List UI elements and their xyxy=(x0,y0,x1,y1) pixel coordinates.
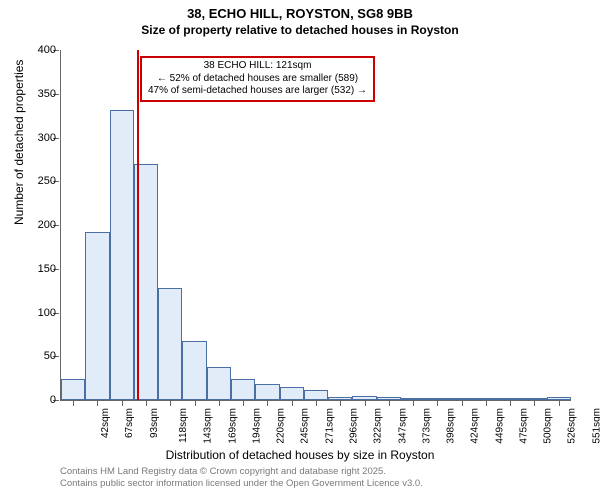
annotation-callout: 38 ECHO HILL: 121sqm ← 52% of detached h… xyxy=(140,56,375,102)
x-tick xyxy=(486,400,487,406)
histogram-bar xyxy=(158,288,182,400)
x-tick-label: 245sqm xyxy=(300,408,311,444)
x-tick xyxy=(413,400,414,406)
x-tick-label: 93sqm xyxy=(149,408,160,438)
histogram-bar xyxy=(207,367,231,400)
x-tick xyxy=(316,400,317,406)
histogram-bar xyxy=(231,379,255,400)
x-tick xyxy=(267,400,268,406)
histogram-bar xyxy=(110,110,134,400)
y-tick-label: 100 xyxy=(21,307,56,319)
y-tick-label: 0 xyxy=(21,394,56,406)
x-tick xyxy=(97,400,98,406)
x-tick-label: 373sqm xyxy=(421,408,432,444)
annotation-line1: 38 ECHO HILL: 121sqm xyxy=(148,60,367,73)
histogram-bar xyxy=(85,232,109,400)
x-tick xyxy=(73,400,74,406)
footer-line2: Contains public sector information licen… xyxy=(60,478,423,490)
footer-line1: Contains HM Land Registry data © Crown c… xyxy=(60,466,423,478)
x-tick-label: 398sqm xyxy=(446,408,457,444)
histogram-bar xyxy=(280,387,304,400)
y-tick-label: 200 xyxy=(21,219,56,231)
x-tick-label: 169sqm xyxy=(227,408,238,444)
x-tick xyxy=(219,400,220,406)
y-tick-label: 400 xyxy=(21,44,56,56)
x-tick xyxy=(292,400,293,406)
x-tick xyxy=(462,400,463,406)
x-tick-label: 67sqm xyxy=(124,408,135,438)
x-tick xyxy=(170,400,171,406)
y-tick-label: 150 xyxy=(21,263,56,275)
x-tick xyxy=(195,400,196,406)
chart-subtitle: Size of property relative to detached ho… xyxy=(0,23,600,37)
x-tick-label: 271sqm xyxy=(324,408,335,444)
y-tick-label: 250 xyxy=(21,175,56,187)
x-tick-label: 42sqm xyxy=(100,408,111,438)
x-tick-label: 322sqm xyxy=(373,408,384,444)
plot-region: 05010015020025030035040042sqm67sqm93sqm1… xyxy=(60,50,571,401)
reference-line xyxy=(137,50,139,400)
histogram-bar xyxy=(255,384,279,400)
chart-area: 05010015020025030035040042sqm67sqm93sqm1… xyxy=(60,50,570,400)
x-tick-label: 118sqm xyxy=(178,408,189,443)
x-tick-label: 475sqm xyxy=(518,408,529,444)
x-tick-label: 500sqm xyxy=(543,408,554,444)
chart-title: 38, ECHO HILL, ROYSTON, SG8 9BB xyxy=(0,0,600,23)
y-tick-label: 350 xyxy=(21,88,56,100)
x-tick-label: 143sqm xyxy=(203,408,214,444)
x-tick xyxy=(534,400,535,406)
x-tick xyxy=(559,400,560,406)
x-tick-label: 347sqm xyxy=(397,408,408,444)
y-tick-label: 300 xyxy=(21,132,56,144)
annotation-line2: ← 52% of detached houses are smaller (58… xyxy=(148,73,367,86)
x-tick xyxy=(146,400,147,406)
histogram-bar xyxy=(61,379,85,400)
x-tick xyxy=(510,400,511,406)
x-tick xyxy=(122,400,123,406)
x-tick xyxy=(365,400,366,406)
x-tick xyxy=(437,400,438,406)
x-tick-label: 526sqm xyxy=(567,408,578,444)
x-tick-label: 551sqm xyxy=(591,408,600,444)
x-tick-label: 449sqm xyxy=(494,408,505,444)
x-axis-label: Distribution of detached houses by size … xyxy=(0,448,600,462)
x-tick-label: 296sqm xyxy=(349,408,360,444)
x-tick xyxy=(389,400,390,406)
x-tick-label: 424sqm xyxy=(470,408,481,444)
x-tick-label: 194sqm xyxy=(251,408,262,444)
x-tick xyxy=(340,400,341,406)
annotation-line3: 47% of semi-detached houses are larger (… xyxy=(148,85,367,98)
histogram-bar xyxy=(304,390,328,401)
y-tick-label: 50 xyxy=(21,350,56,362)
histogram-bar xyxy=(182,341,206,401)
footer-attribution: Contains HM Land Registry data © Crown c… xyxy=(60,466,423,490)
x-tick-label: 220sqm xyxy=(276,408,287,444)
x-tick xyxy=(243,400,244,406)
